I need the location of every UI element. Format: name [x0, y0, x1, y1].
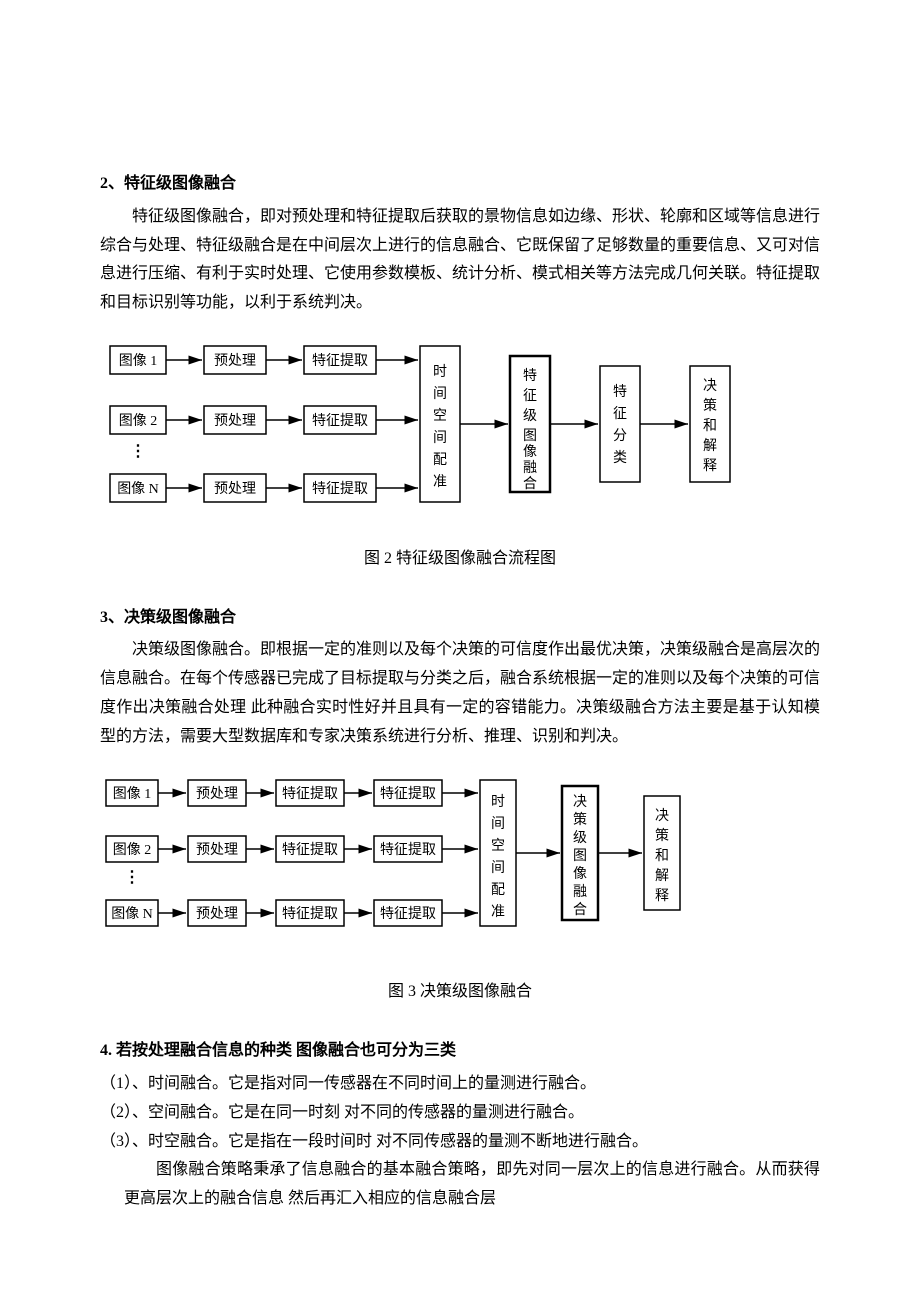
fig2-align-c5: 配: [433, 453, 447, 468]
fig3-row1-input: 图像 1: [113, 786, 152, 802]
figure3-caption: 图 3 决策级图像融合: [100, 978, 820, 1007]
fig3-fusion-c3: 级: [573, 830, 587, 846]
fig2-fusion-c6: 融: [523, 460, 537, 476]
fig2-fusion-c4: 图: [523, 429, 537, 444]
fig2-fusion-c3: 级: [523, 408, 537, 424]
fig2-classify-c3: 分: [613, 428, 627, 444]
fig2-dec-c1: 决: [703, 378, 717, 394]
fig2-fusion-c7: 合: [523, 476, 537, 492]
fig3-align-c6: 准: [491, 904, 505, 920]
fig3-dec-c4: 解: [655, 868, 669, 884]
fig3-fusion-c7: 合: [573, 902, 587, 918]
fig3-dec-c1: 决: [655, 808, 669, 824]
fig2-classify-c4: 类: [613, 450, 627, 466]
fig2-dec-c5: 释: [703, 458, 717, 474]
fig2-align-c2: 间: [433, 386, 447, 402]
fig2-align-c3: 空: [433, 408, 447, 424]
fig3-row3-step2: 特征提取: [282, 906, 338, 922]
section4-tail: 图像融合策略秉承了信息融合的基本融合策略，即先对同一层次上的信息进行融合。从而获…: [124, 1156, 820, 1214]
figure3-diagram: 图像 1 预处理 特征提取 特征提取 图像 2 预处理 特征提取 特征提取 ⋮ …: [100, 770, 820, 961]
fig2-row3-input: 图像 N: [117, 481, 159, 497]
fig3-row2-step3: 特征提取: [380, 842, 436, 858]
fig3-row1-step3: 特征提取: [380, 786, 436, 802]
fig3-dec-c3: 和: [655, 848, 669, 864]
section4-heading: 4. 若按处理融合信息的种类 图像融合也可分为三类: [100, 1037, 820, 1066]
section4-item1: （1）、时间融合。它是指对同一传感器在不同时间上的量测进行融合。: [100, 1070, 820, 1099]
fig2-dec-c4: 解: [703, 438, 717, 454]
fig2-fusion-c1: 特: [523, 368, 537, 384]
fig3-row1-step1: 预处理: [196, 786, 238, 802]
fig2-row1-step2: 特征提取: [312, 353, 368, 369]
figure2-diagram: 图像 1 预处理 特征提取 图像 2 预处理 特征提取 ⋮ 图像 N 预处理 特…: [100, 336, 820, 527]
fig2-classify-c2: 征: [613, 406, 627, 422]
fig2-row2-step2: 特征提取: [312, 413, 368, 429]
fig3-fusion-c6: 融: [573, 884, 587, 900]
fig2-row3-step1: 预处理: [214, 481, 256, 497]
fig3-row1-step2: 特征提取: [282, 786, 338, 802]
fig2-align-c6: 准: [433, 474, 447, 490]
fig2-fusion-c2: 征: [523, 388, 537, 404]
fig3-fusion-c2: 策: [573, 811, 587, 828]
fig2-align-c1: 时: [433, 364, 447, 380]
fig3-row2-step1: 预处理: [196, 842, 238, 858]
fig2-row2-step1: 预处理: [214, 413, 256, 429]
fig3-row2-step2: 特征提取: [282, 842, 338, 858]
fig3-dec-c5: 释: [655, 888, 669, 904]
fig3-vdots: ⋮: [124, 869, 140, 886]
fig2-align-c4: 间: [433, 430, 447, 446]
fig2-dec-c2: 策: [703, 397, 717, 414]
fig3-fusion-c1: 决: [573, 794, 587, 810]
section2-heading: 2、特征级图像融合: [100, 170, 820, 199]
fig3-fusion-c5: 像: [573, 866, 587, 882]
fig3-align-c3: 空: [491, 838, 505, 854]
fig3-row3-step3: 特征提取: [380, 906, 436, 922]
figure2-caption: 图 2 特征级图像融合流程图: [100, 545, 820, 574]
fig2-row1-step1: 预处理: [214, 353, 256, 369]
fig3-fusion-c4: 图: [573, 849, 587, 864]
fig3-row3-input: 图像 N: [111, 906, 153, 922]
fig2-dec-c3: 和: [703, 418, 717, 434]
fig2-vdots: ⋮: [130, 443, 146, 460]
fig2-row3-step2: 特征提取: [312, 481, 368, 497]
section3-body: 决策级图像融合。即根据一定的准则以及每个决策的可信度作出最优决策，决策级融合是高…: [100, 636, 820, 751]
fig2-row2-input: 图像 2: [119, 413, 158, 429]
section4-item2: （2）、空间融合。它是在同一时刻 对不同的传感器的量测进行融合。: [100, 1099, 820, 1128]
section2-body: 特征级图像融合，即对预处理和特征提取后获取的景物信息如边缘、形状、轮廓和区域等信…: [100, 203, 820, 318]
fig3-row2-input: 图像 2: [113, 842, 152, 858]
section3-heading: 3、决策级图像融合: [100, 604, 820, 633]
fig2-classify-c1: 特: [613, 384, 627, 400]
fig2-fusion-c5: 像: [523, 444, 537, 460]
fig3-row3-step1: 预处理: [196, 906, 238, 922]
fig3-align-c1: 时: [491, 794, 505, 810]
fig3-align-c4: 间: [491, 860, 505, 876]
fig2-row1-input: 图像 1: [119, 353, 158, 369]
fig3-align-c5: 配: [491, 883, 505, 898]
fig3-dec-c2: 策: [655, 827, 669, 844]
fig3-align-c2: 间: [491, 816, 505, 832]
section4-item3: （3）、时空融合。它是指在一段时间时 对不同传感器的量测不断地进行融合。: [100, 1128, 820, 1157]
